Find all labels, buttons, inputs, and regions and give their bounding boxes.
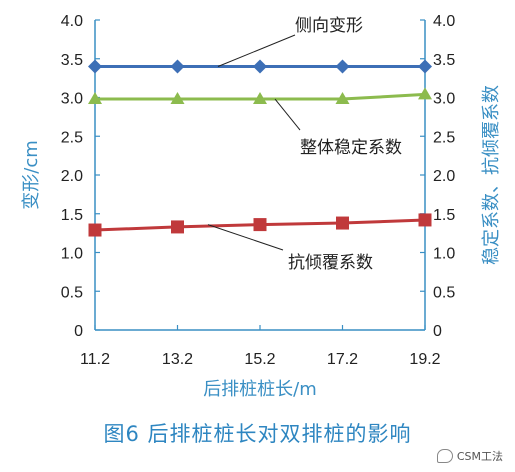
- data-point: [170, 59, 185, 74]
- data-point: [253, 92, 267, 105]
- y-tick-label-left: 2.5: [61, 129, 83, 146]
- x-tick-label: 13.2: [162, 351, 193, 368]
- x-axis-title: 后排桩桩长/m: [203, 379, 317, 400]
- figure-caption: 图6 后排桩桩长对双排桩的影响: [103, 422, 412, 446]
- y-tick-label-left: 1.5: [61, 207, 83, 224]
- y-tick-label-right: 4.0: [433, 13, 455, 30]
- data-point: [335, 92, 350, 105]
- data-point: [88, 92, 102, 105]
- watermark-text: CSM工法: [456, 450, 503, 463]
- y-tick-label-right: 1.5: [433, 207, 455, 224]
- annotation-leader: [274, 98, 301, 131]
- y-tick-label-left: 0: [74, 323, 83, 340]
- series-annotation: 侧向变形: [295, 16, 363, 36]
- data-point: [88, 59, 102, 74]
- data-point: [171, 220, 184, 234]
- left-axis-title: 变形/cm: [21, 140, 42, 210]
- data-point: [418, 59, 432, 74]
- y-tick-label-right: 1.0: [433, 246, 455, 263]
- watermark: CSM工法: [436, 448, 503, 464]
- x-tick-label: 17.2: [327, 351, 358, 368]
- y-tick-label-left: 0.5: [61, 284, 83, 301]
- data-point: [418, 87, 432, 100]
- y-tick-label-left: 1.0: [61, 246, 83, 263]
- data-point: [336, 216, 349, 230]
- y-tick-label-left: 4.0: [61, 13, 83, 30]
- x-tick-label: 19.2: [409, 351, 440, 368]
- annotation-leader: [207, 224, 284, 251]
- x-tick-label: 15.2: [244, 351, 275, 368]
- y-tick-label-right: 2.0: [433, 168, 455, 185]
- y-tick-label-right: 2.5: [433, 129, 455, 146]
- right-axis-title: 稳定系数、抗倾覆系数: [481, 85, 502, 265]
- wechat-icon: [436, 449, 453, 463]
- data-point: [418, 213, 432, 227]
- y-tick-label-right: 0: [433, 323, 442, 340]
- y-tick-label-left: 3.0: [61, 91, 83, 108]
- data-point: [170, 92, 185, 105]
- data-point: [253, 218, 267, 232]
- data-point: [88, 223, 102, 237]
- y-tick-label-right: 3.0: [433, 91, 455, 108]
- chart: 0 0 0.5 0.5 1.0 1.0 1.5 1.5 2.0 2.0 2.5 2.5 3.0 3.0 3.…: [21, 13, 502, 400]
- y-tick-label-left: 2.0: [61, 168, 83, 185]
- y-tick-label-right: 3.5: [433, 52, 455, 69]
- annotation-leader: [217, 34, 296, 67]
- data-point: [253, 59, 267, 74]
- series-annotation: 抗倾覆系数: [288, 253, 373, 273]
- y-tick-label-right: 0.5: [433, 284, 455, 301]
- x-tick-label: 11.2: [80, 351, 110, 368]
- series-annotation: 整体稳定系数: [300, 138, 402, 158]
- y-tick-label-left: 3.5: [61, 52, 83, 69]
- data-point: [335, 59, 350, 74]
